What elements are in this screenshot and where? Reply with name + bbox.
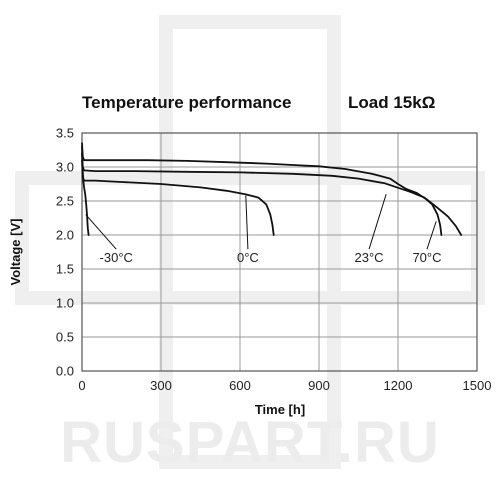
series-lines [81,142,463,236]
x-tick-label: 600 [229,378,251,393]
annotation-leader-23c [368,194,387,250]
y-tick-label: 2.0 [56,228,74,243]
x-axis-ticks: 0 300 600 900 1200 1500 [78,378,491,393]
y-tick-label: 1.5 [56,262,74,277]
annotation-leader-30c [85,214,117,250]
annotations: -30°C 0°C 23°C 70°C [85,194,441,265]
annotation-label-70c: 70°C [412,250,441,265]
annotation-leader-70c [426,221,437,250]
series-line-23c [81,152,443,236]
watermark: RUSPART.RU [15,15,485,475]
x-tick-label: 1500 [463,378,492,393]
annotation-label-30c: -30°C [100,250,133,265]
y-tick-label: 3.0 [56,160,74,175]
x-axis-title: Time [h] [255,402,305,417]
y-tick-label: 2.5 [56,194,74,209]
series-line-70c [81,142,463,236]
x-tick-label: 0 [78,378,85,393]
y-tick-label: 0.5 [56,330,74,345]
annotation-label-0c: 0°C [237,250,259,265]
annotation-leader-0c [245,195,249,250]
annotation-label-23c: 23°C [355,250,384,265]
y-axis-ticks: 0.0 0.5 1.0 1.5 2.0 2.5 3.0 3.5 [56,126,74,379]
grid [82,133,477,371]
watermark-text: RUSPART.RU [60,410,440,475]
chart-subtitle: Load 15kΩ [348,93,435,112]
y-tick-label: 0.0 [56,364,74,379]
y-axis-title: Voltage [V] [8,219,23,286]
watermark-cross-vertical [159,15,341,469]
series-line-0c [81,159,275,236]
y-tick-label: 3.5 [56,126,74,141]
chart-title: Temperature performance [82,93,291,112]
x-tick-label: 900 [308,378,330,393]
plot-frame [81,132,478,372]
x-tick-label: 1200 [384,378,413,393]
y-tick-label: 1.0 [56,296,74,311]
watermark-cross-horizontal [15,171,485,305]
x-tick-label: 300 [150,378,172,393]
